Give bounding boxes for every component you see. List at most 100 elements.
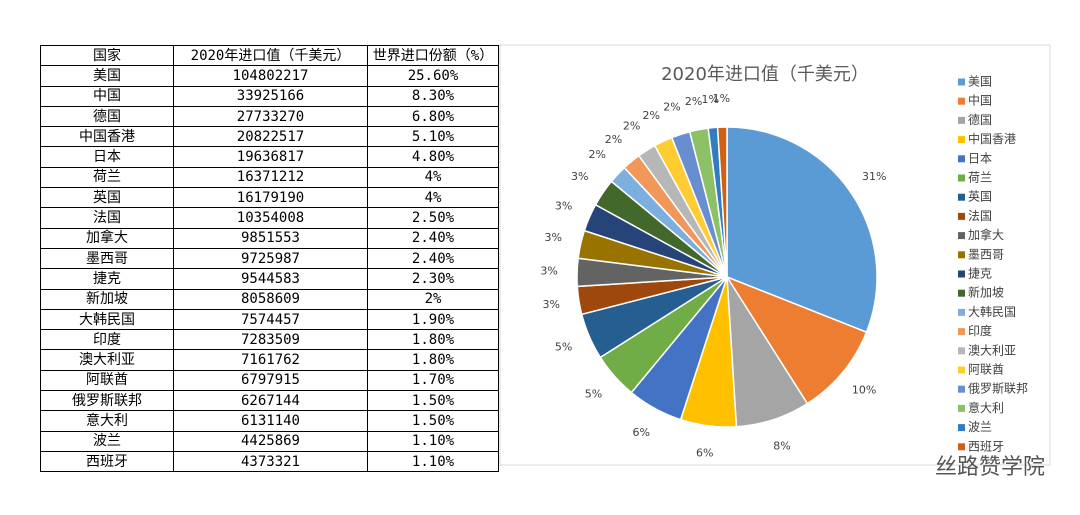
data-label: 10% [852,383,876,396]
legend-swatch [958,155,965,163]
table-row: 新加坡 8058609 2% [40,288,499,310]
cell: 1.10% [367,430,499,452]
legend-swatch [958,404,965,412]
legend-label: 新加坡 [968,285,1004,300]
legend-label: 法国 [968,209,992,223]
cell: 中国香港 [40,126,174,148]
legend-swatch [958,136,965,144]
table-row: 捷克 9544583 2.30% [40,268,499,290]
table-row: 德国 27733270 6.80% [40,105,499,128]
table-row: 英国 16179190 4% [40,187,499,209]
legend-label: 中国香港 [968,131,1016,146]
legend-swatch [958,174,965,182]
legend-label: 俄罗斯联邦 [968,382,1028,396]
legend-label: 印度 [968,323,992,338]
legend-swatch [958,308,965,316]
legend-label: 波兰 [968,420,992,434]
cell: 20822517 [173,126,368,148]
legend-label: 日本 [968,151,992,165]
legend-swatch [958,424,965,432]
table-row: 印度 7283509 1.80% [40,329,499,351]
table-row: 日本 19636817 4.80% [40,146,499,168]
data-label: 3% [542,298,559,311]
pie-slice [725,275,868,405]
data-label: 6% [633,426,650,439]
watermark: 丝路赞学院 [935,455,1045,480]
legend-label: 阿联酋 [968,362,1004,377]
cell: 2.40% [367,227,499,249]
cell: 9725987 [173,247,368,270]
legend-swatch [958,289,965,297]
cell: 2.30% [367,268,499,290]
data-label: 2% [589,148,606,161]
cell: 意大利 [40,410,174,432]
cell: 1.50% [367,390,499,412]
table-row: 西班牙 4373321 1.10% [40,450,499,473]
chart-title: 2020年进口值（千美元） [661,64,869,85]
data-label: 3% [571,170,588,183]
data-label: 2% [685,95,702,108]
cell: 2.40% [367,247,499,270]
legend-label: 大韩民国 [968,304,1016,319]
data-label: 3% [540,264,557,277]
legend-swatch [958,212,965,220]
data-label: 3% [545,231,562,244]
data-label: 8% [773,439,790,452]
data-table: 国家 2020年进口值（千美元） 世界进口份额（%） 美国 104802217 25.60… [40,44,499,473]
pie-slice [726,126,878,334]
legend-swatch [958,116,965,124]
cell: 2.50% [367,207,499,229]
cell: 9544583 [173,268,368,290]
legend-swatch [958,443,965,451]
legend-label: 墨西哥 [968,247,1004,261]
legend-label: 荷兰 [968,171,992,185]
cell: 4373321 [173,450,368,473]
cell: 16371212 [173,166,368,189]
cell: 104802217 [173,65,368,87]
cell: 1.80% [367,349,499,371]
data-label: 2% [623,120,640,133]
data-label: 2% [663,101,680,114]
table-row: 波兰 4425869 1.10% [40,430,499,452]
cell: 8.30% [367,85,499,107]
table-row: 荷兰 16371212 4% [40,166,499,189]
cell: 日本 [40,146,174,168]
cell: 6131140 [173,410,368,432]
data-label: 3% [555,199,572,212]
legend-label: 澳大利亚 [968,343,1016,357]
legend-label: 捷克 [968,267,992,281]
legend-label: 中国 [968,93,992,108]
legend-swatch [958,366,965,374]
legend-label: 英国 [968,190,992,204]
cell: 澳大利亚 [40,349,174,371]
legend-swatch [958,385,965,393]
cell: 俄罗斯联邦 [40,390,174,412]
legend-swatch [958,78,965,86]
table-row: 意大利 6131140 1.50% [40,410,499,432]
data-label: 5% [555,341,572,354]
cell: 4.80% [367,146,499,168]
legend-label: 意大利 [968,400,1004,415]
data-label: 1% [713,92,730,105]
legend-swatch [958,270,965,278]
legend-swatch [958,97,965,105]
legend-swatch [958,328,965,336]
data-label: 2% [605,133,622,146]
table-row: 美国 104802217 25.60% [40,65,499,87]
cell: 4425869 [173,430,368,452]
legend-label: 德国 [968,112,992,127]
legend-label: 加拿大 [968,227,1004,242]
legend-swatch [958,193,965,201]
data-label: 6% [696,447,713,460]
pie-slice [716,126,728,278]
data-label: 1% [702,93,719,106]
cell: 西班牙 [40,450,174,473]
cell: 1.10% [367,450,499,473]
legend-swatch [958,347,965,355]
cell: 大韩民国 [40,308,174,331]
cell: 19636817 [173,146,368,168]
data-label: 2% [642,109,659,122]
table-row: 中国香港 20822517 5.10% [40,126,499,148]
